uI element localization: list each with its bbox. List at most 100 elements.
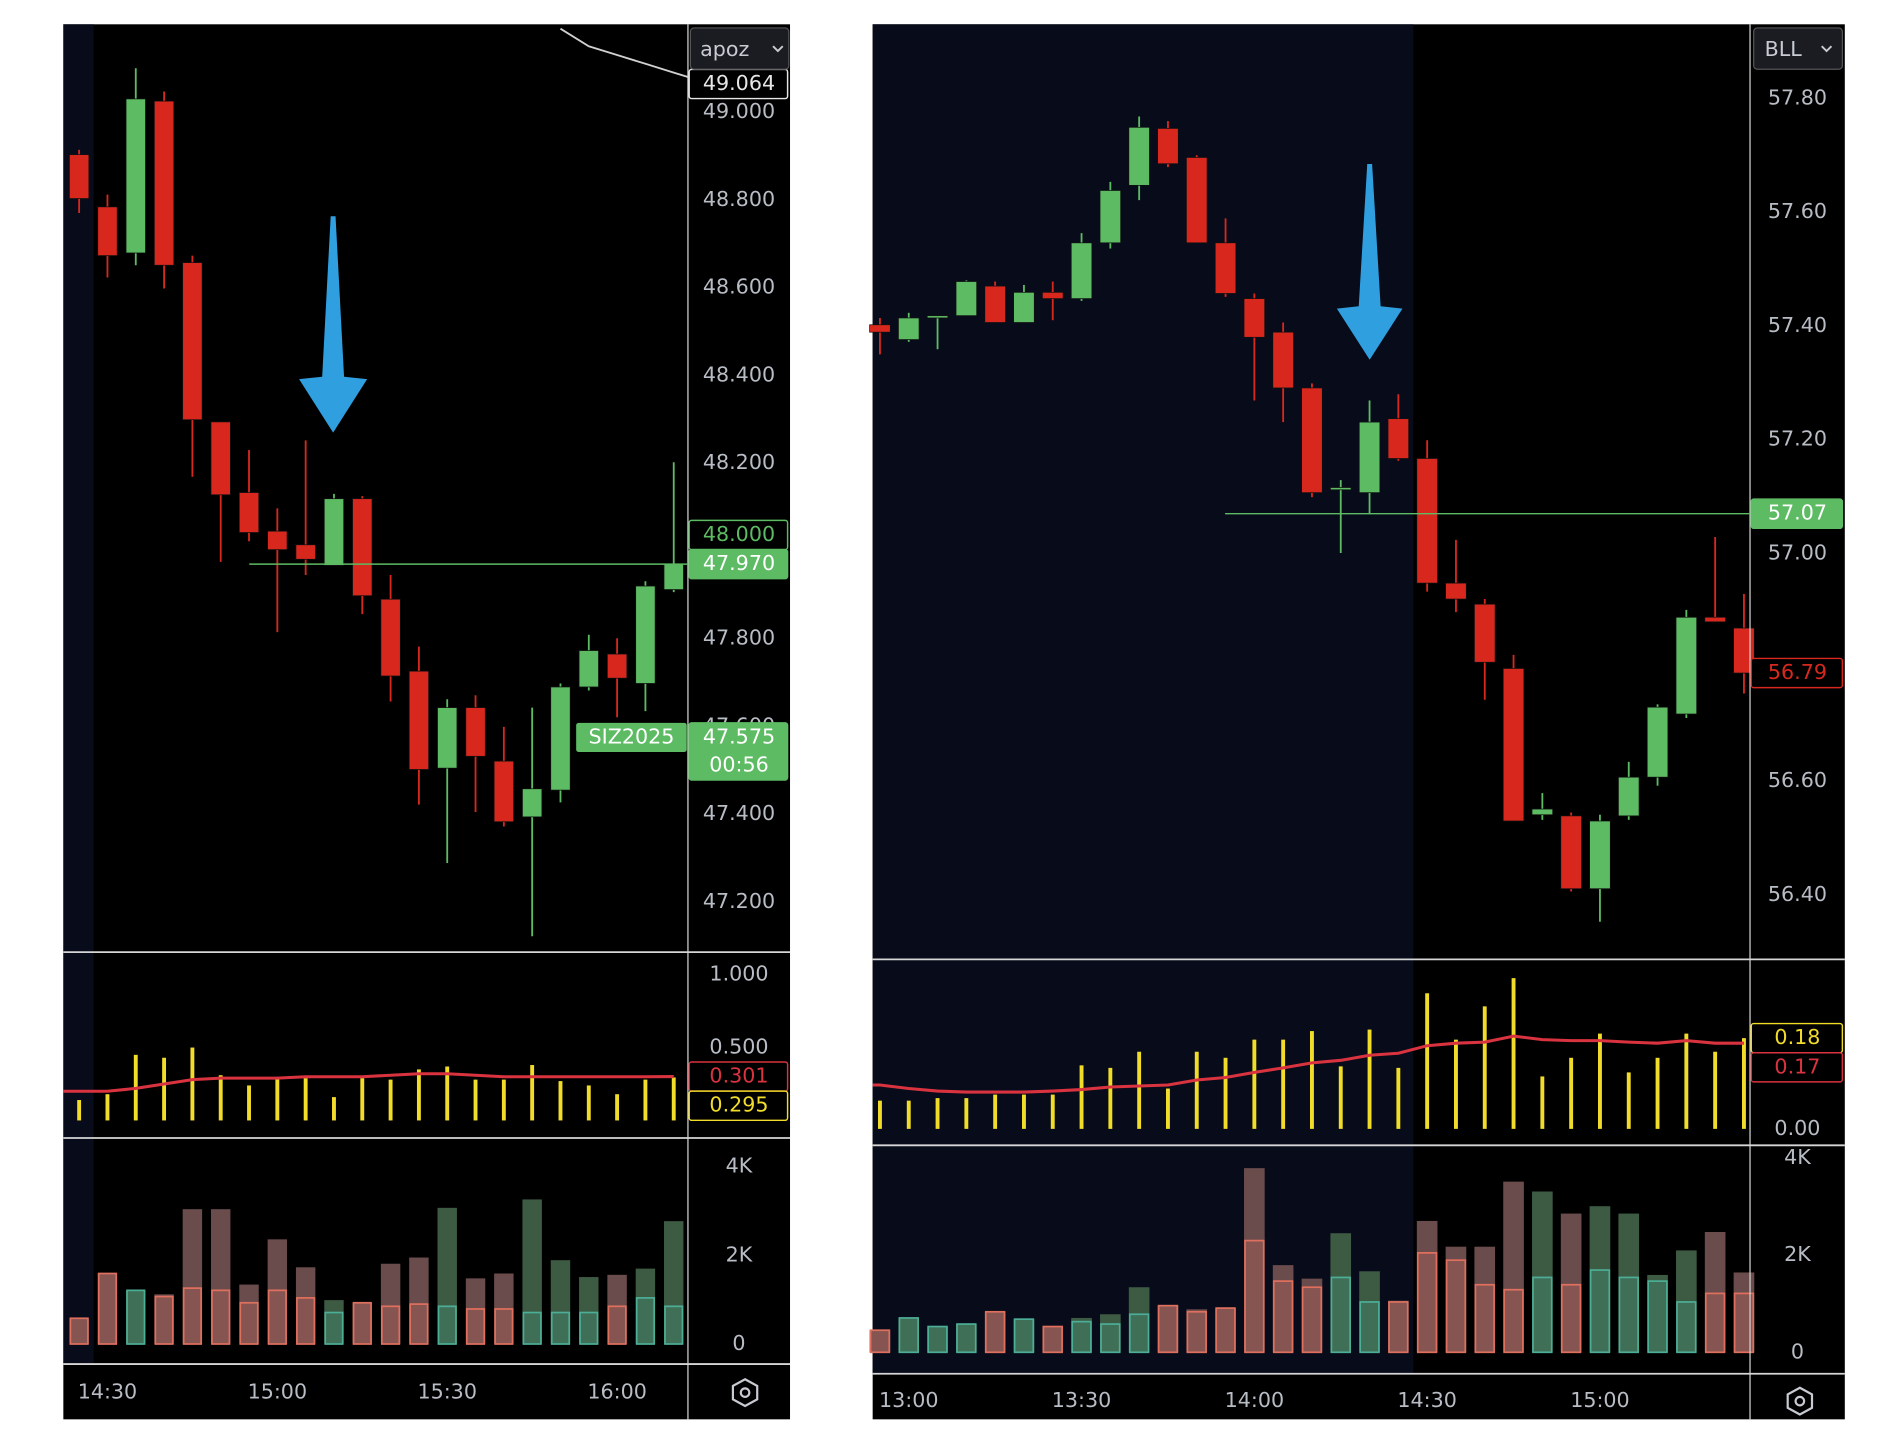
candle-body: [408, 670, 429, 770]
volume-bar: [1733, 1272, 1755, 1353]
arrow: [299, 216, 368, 433]
value-label-box: [1750, 657, 1844, 689]
chevron[interactable]: [1821, 45, 1833, 53]
volume-bar: [1071, 1317, 1092, 1353]
volume-bar: [1647, 1274, 1668, 1353]
candle-body: [1474, 603, 1496, 663]
candle-body: [1013, 291, 1035, 323]
oscillator-bar: [1281, 1039, 1286, 1129]
dropdown-box[interactable]: [1753, 27, 1843, 70]
symbol-dropdown[interactable]: apoz: [689, 27, 790, 70]
volume-bar: [239, 1284, 259, 1345]
volume-bar: [1416, 1220, 1438, 1353]
volume-part: [550, 1311, 571, 1345]
gear-hub[interactable]: [739, 1387, 751, 1398]
volume-part: [1071, 1320, 1092, 1354]
volume-bar: [1503, 1181, 1524, 1353]
volume-bar: [607, 1274, 627, 1345]
oscillator-bar: [1569, 1057, 1574, 1129]
candle-body: [869, 324, 891, 333]
chevron[interactable]: [772, 45, 784, 53]
y-tick-label: 57.20: [1768, 427, 1827, 451]
volume-bar: [1560, 1213, 1582, 1353]
volume-part: [522, 1311, 542, 1345]
candle-body: [898, 317, 920, 340]
candle-body: [1358, 421, 1381, 494]
volume-bar: [635, 1268, 656, 1345]
symbol-dropdown[interactable]: BLL: [1753, 27, 1843, 70]
volume-part: [409, 1303, 429, 1345]
oscillator-bar: [1540, 1076, 1545, 1129]
y-tick-label: 1.000: [709, 962, 768, 986]
candle-body: [1186, 157, 1208, 244]
candle-body: [1272, 331, 1294, 389]
gear-hub[interactable]: [1794, 1395, 1806, 1407]
value-label-box: [688, 722, 789, 781]
volume-bar: [409, 1257, 429, 1345]
countdown-label: 00:56: [709, 752, 768, 776]
volume-bar: [324, 1300, 344, 1345]
volume-part: [607, 1305, 627, 1345]
value-label: 57.07: [1768, 501, 1827, 525]
dropdown-box[interactable]: [689, 27, 790, 70]
oscillator-bar: [1310, 1031, 1314, 1129]
oscillator-bar: [162, 1057, 167, 1121]
oscillator-bar: [1684, 1033, 1689, 1129]
volume-bar: [1128, 1287, 1150, 1353]
volume-bar: [182, 1209, 203, 1345]
candle-body: [550, 686, 571, 791]
symbol[interactable]: BLL: [1765, 37, 1803, 61]
volume-part: [898, 1317, 919, 1354]
candle-body: [984, 285, 1006, 323]
volume-part: [352, 1301, 372, 1345]
volume-part: [1416, 1252, 1438, 1354]
candle-body: [380, 598, 401, 677]
oscillator-bar: [878, 1100, 882, 1129]
gear[interactable]: [731, 1377, 759, 1408]
y-tick-label: 57.40: [1768, 313, 1827, 337]
y-tick-label: 57.60: [1768, 199, 1827, 223]
candle-body: [1042, 291, 1064, 299]
gear[interactable]: [1786, 1386, 1814, 1416]
oscillator-bar: [388, 1079, 393, 1121]
x-tick-label: 15:00: [248, 1380, 307, 1404]
volume-bar: [295, 1267, 316, 1345]
y-tick-label: 56.40: [1768, 882, 1827, 906]
volume-bar: [1301, 1278, 1323, 1353]
volume-part: [869, 1329, 891, 1354]
candle-body: [1070, 242, 1093, 299]
candle-body: [97, 206, 118, 256]
volume-part: [1733, 1292, 1755, 1354]
oscillator-line: [63, 1072, 674, 1093]
candle-body: [1330, 487, 1352, 491]
oscillator-bar: [303, 1078, 308, 1121]
volume-bar: [97, 1273, 118, 1345]
candle-body: [1618, 776, 1640, 817]
volume-bar: [154, 1294, 174, 1345]
y-tick-label: 0.500: [709, 1035, 768, 1059]
volume-part: [1215, 1307, 1236, 1354]
volume-part: [984, 1310, 1006, 1354]
volume-bar: [579, 1277, 599, 1345]
oscillator-bar: [1108, 1067, 1113, 1129]
volume-bar: [984, 1311, 1006, 1353]
oscillator-bar: [530, 1065, 535, 1121]
symbol[interactable]: apoz: [700, 37, 749, 61]
y-tick-label: 4K: [726, 1154, 753, 1178]
candle-body: [522, 788, 543, 818]
oscillator-bar: [558, 1081, 563, 1121]
oscillator-bar: [501, 1079, 506, 1121]
candle-body: [1560, 815, 1582, 890]
candle-body: [182, 262, 203, 421]
candle-body: [69, 154, 90, 199]
candle-body: [635, 585, 656, 684]
value-label: 56.79: [1768, 660, 1827, 684]
candle-body: [1387, 418, 1410, 459]
oscillator-bar: [1425, 993, 1430, 1129]
value-label: 49.064: [703, 71, 775, 95]
settings-button[interactable]: [1786, 1386, 1814, 1416]
x-tick-label: 14:30: [78, 1380, 137, 1404]
tag-label: SIZ2025: [589, 724, 675, 748]
settings-button[interactable]: [731, 1377, 759, 1408]
candle-body: [663, 563, 684, 590]
